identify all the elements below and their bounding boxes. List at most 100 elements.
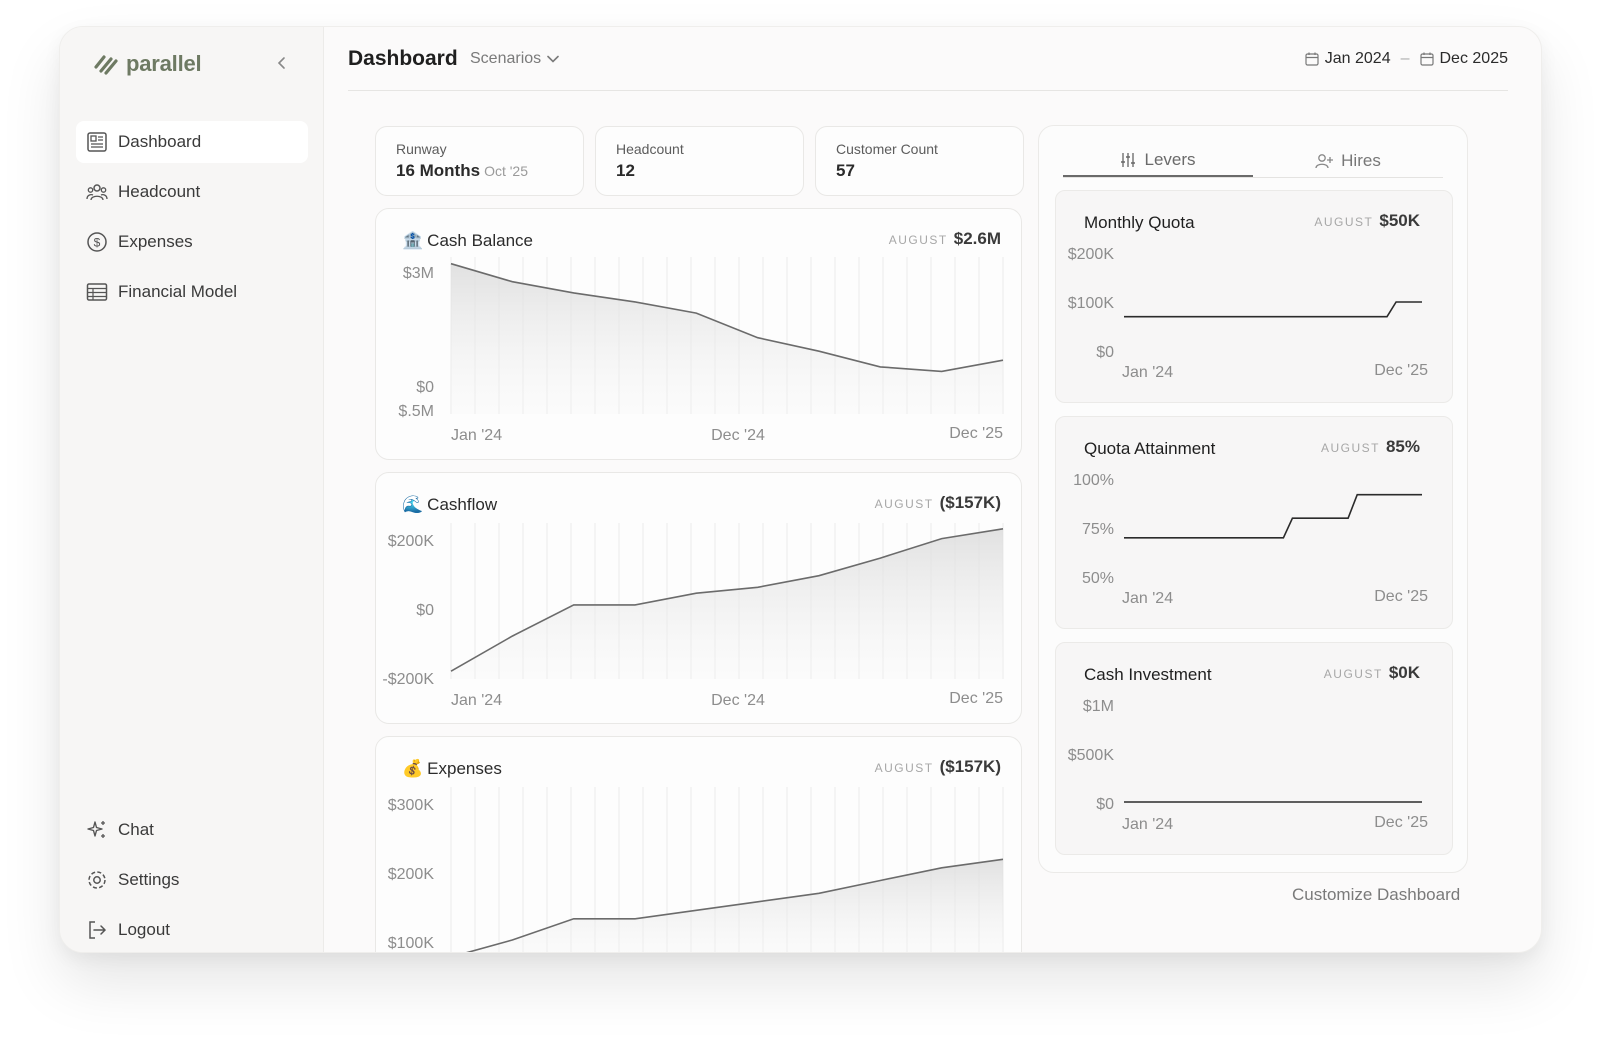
levers-panel: Levers Hires $200K $100K $0 Jan '24 Dec '25 … — [1038, 125, 1468, 873]
y-tick-label: $300K — [388, 797, 435, 814]
month-value: ($157K) — [939, 493, 1001, 512]
y-tick-label: $.5M — [398, 403, 434, 420]
y-tick-label: $200K — [1068, 246, 1115, 263]
monthly-quota-chart: $200K $100K $0 Jan '24 Dec '25 — [1068, 246, 1428, 381]
lever-quota-attainment[interactable]: 100% 75% 50% Jan '24 Dec '25 Quota Attainmen… — [1055, 416, 1453, 629]
parallel-logo-icon — [94, 55, 118, 75]
card-title-text: Cash Balance — [427, 231, 534, 250]
y-tick-label: $0 — [416, 379, 434, 396]
area-fill — [451, 263, 1003, 414]
app-window: parallel Dashboard — [59, 26, 1542, 953]
expenses-chart: $300K $200K $100K — [388, 787, 1004, 952]
sidebar-item-label: Logout — [118, 920, 170, 939]
lever-title: Cash Investment — [1084, 665, 1212, 684]
series-line — [1124, 301, 1422, 318]
y-tick-label: $500K — [1068, 747, 1115, 764]
month-label: AUGUST — [1314, 215, 1374, 229]
scenarios-dropdown[interactable]: Scenarios — [470, 50, 559, 68]
sidebar-item-expenses[interactable]: $ Expenses — [76, 221, 308, 263]
y-tick-label: $0 — [1096, 796, 1114, 813]
x-tick-label: Jan '24 — [451, 692, 502, 709]
logout-icon — [89, 921, 107, 939]
gear-icon — [88, 871, 106, 889]
lever-cash-investment[interactable]: $1M $500K $0 Jan '24 Dec '25 Cash Investment… — [1055, 642, 1453, 855]
sidebar-bottom-nav: Chat Settings Logout — [76, 809, 308, 952]
metric-sub: Oct '25 — [484, 163, 528, 179]
lever-summary: AUGUST $50K — [1314, 211, 1420, 231]
tab-label: Levers — [1144, 149, 1196, 169]
lever-monthly-quota[interactable]: $200K $100K $0 Jan '24 Dec '25 Monthly Quota… — [1055, 190, 1453, 403]
chevron-down-icon — [547, 55, 559, 63]
logo-text: parallel — [126, 51, 202, 76]
svg-text:$: $ — [94, 236, 101, 250]
tab-levers[interactable]: Levers — [1063, 144, 1253, 177]
x-tick-label: Dec '25 — [949, 690, 1003, 707]
sidebar-item-financial-model[interactable]: Financial Model — [76, 271, 308, 313]
end-date-picker[interactable]: Dec 2025 — [1419, 50, 1508, 68]
y-tick-label: $0 — [416, 602, 434, 619]
card-summary: AUGUST $2.6M — [889, 229, 1001, 249]
metric-value: 12 — [616, 161, 635, 180]
sidebar-item-chat[interactable]: Chat — [76, 809, 308, 851]
y-tick-label: $100K — [388, 935, 435, 952]
collapse-sidebar-button[interactable] — [272, 53, 292, 73]
sidebar-item-headcount[interactable]: Headcount — [76, 171, 308, 213]
card-summary: AUGUST ($157K) — [875, 757, 1001, 777]
add-user-icon — [1315, 153, 1334, 168]
sidebar-item-label: Dashboard — [118, 132, 202, 151]
tab-hires[interactable]: Hires — [1253, 144, 1443, 177]
month-value: $2.6M — [953, 229, 1001, 248]
series-line — [1124, 493, 1422, 539]
month-label: AUGUST — [1320, 441, 1380, 455]
people-icon — [86, 184, 108, 201]
sidebar-item-label: Chat — [118, 820, 154, 839]
customize-dashboard-link[interactable]: Customize Dashboard — [1292, 885, 1461, 904]
y-tick-label: $200K — [388, 533, 435, 550]
panel-tabs: Levers Hires — [1063, 144, 1443, 178]
sidebar-item-label: Headcount — [118, 182, 201, 201]
x-tick-label: Jan '24 — [1122, 816, 1173, 833]
area-fill — [451, 528, 1003, 679]
calendar-icon — [1305, 52, 1319, 66]
table-icon — [86, 283, 108, 301]
cashflow-card[interactable]: $200K $0 -$200K Jan '24 Dec '24 Dec '25 🌊 Cas… — [375, 472, 1022, 724]
metric-value-text: 16 Months — [396, 161, 481, 180]
sidebar-nav: Dashboard Headcount $ Expenses — [76, 121, 308, 321]
metric-value: 16 Months Oct '25 — [396, 161, 563, 181]
lever-title: Monthly Quota — [1084, 213, 1195, 232]
cashflow-chart: $200K $0 -$200K Jan '24 Dec '24 Dec '25 — [382, 523, 1004, 709]
expenses-card[interactable]: $300K $200K $100K 💰 Expenses AUGUST ($157K… — [375, 736, 1022, 952]
month-value: 85% — [1385, 437, 1420, 456]
metric-runway[interactable]: Runway 16 Months Oct '25 — [375, 126, 584, 196]
metric-label: Runway — [396, 141, 447, 157]
x-tick-label: Dec '24 — [711, 427, 765, 444]
metric-headcount[interactable]: Headcount 12 — [595, 126, 804, 196]
y-tick-label: 50% — [1082, 570, 1114, 587]
x-tick-label: Dec '25 — [1374, 814, 1428, 831]
chevron-left-icon — [277, 57, 285, 69]
month-value: $0K — [1388, 663, 1420, 682]
tab-label: Hires — [1341, 150, 1381, 170]
x-tick-label: Dec '25 — [949, 425, 1003, 442]
sparkle-icon — [87, 821, 105, 838]
lever-summary: AUGUST 85% — [1321, 437, 1420, 457]
y-tick-label: $100K — [1068, 295, 1115, 312]
cash-balance-card[interactable]: $3M $0 $.5M Jan '24 Dec '24 Dec '25 🏦 Cash Ba… — [375, 208, 1022, 460]
month-label: AUGUST — [1323, 667, 1383, 681]
month-value: ($157K) — [939, 757, 1001, 776]
y-tick-label: $3M — [403, 265, 434, 282]
sidebar-item-settings[interactable]: Settings — [76, 859, 308, 901]
start-date: Jan 2024 — [1324, 50, 1391, 67]
card-title-text: Expenses — [427, 759, 502, 778]
sidebar-item-logout[interactable]: Logout — [76, 909, 308, 951]
y-tick-label: -$200K — [382, 671, 434, 688]
metric-customer-count[interactable]: Customer Count 57 — [815, 126, 1024, 196]
y-tick-label: $1M — [1083, 698, 1114, 715]
logo[interactable]: parallel — [94, 51, 202, 77]
y-tick-label: $200K — [388, 866, 435, 883]
card-title: 🌊 Cashflow — [402, 495, 497, 515]
start-date-picker[interactable]: Jan 2024 — [1305, 50, 1391, 68]
wave-icon: 🌊 — [402, 495, 424, 514]
sidebar-item-label: Expenses — [118, 232, 193, 251]
sidebar-item-dashboard[interactable]: Dashboard — [76, 121, 308, 163]
